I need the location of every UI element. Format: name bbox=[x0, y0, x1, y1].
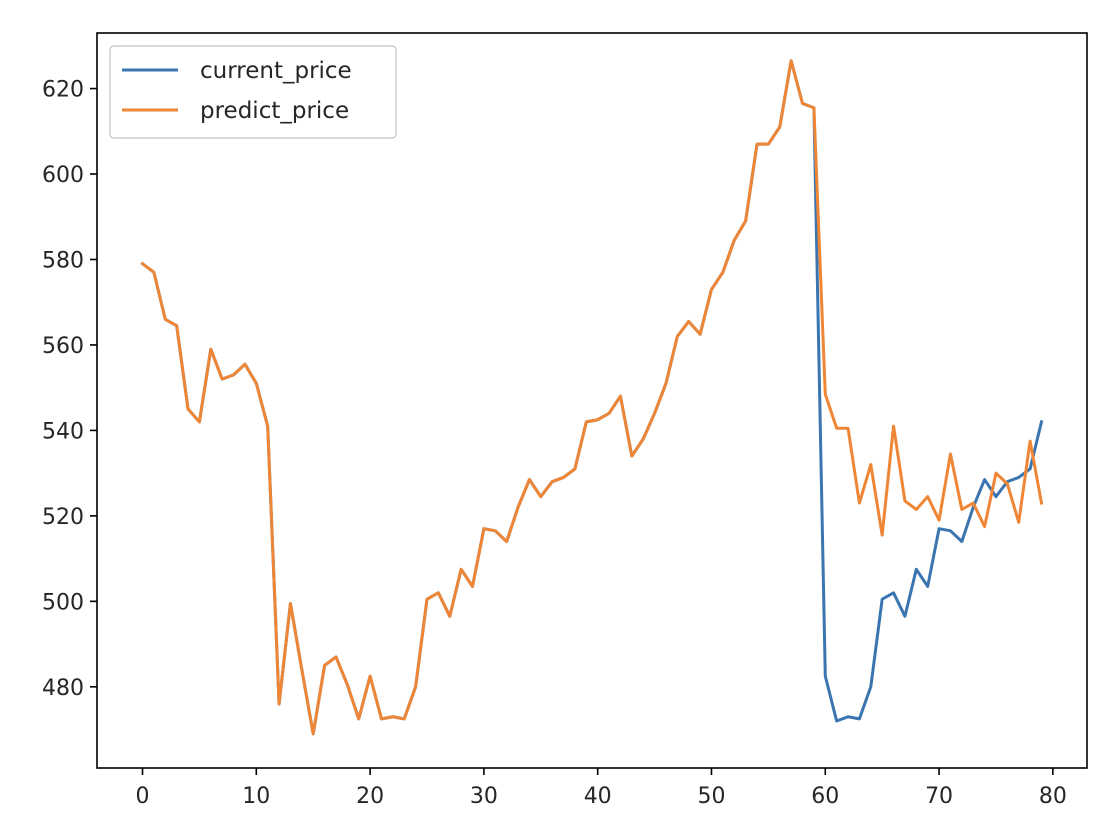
y-tick-label: 500 bbox=[42, 590, 84, 615]
x-tick-label: 70 bbox=[925, 784, 953, 809]
legend-label-predict-price: predict_price bbox=[200, 98, 349, 124]
x-axis: 0 10 20 30 40 50 60 70 80 bbox=[136, 768, 1067, 809]
x-tick-label: 0 bbox=[136, 784, 150, 809]
plot-frame bbox=[96, 32, 1088, 769]
y-tick-label: 580 bbox=[42, 248, 84, 273]
x-tick-label: 10 bbox=[242, 784, 270, 809]
x-tick-label: 60 bbox=[811, 784, 839, 809]
y-tick-label: 600 bbox=[42, 163, 84, 188]
legend: current_price predict_price bbox=[109, 45, 397, 139]
y-axis: 480 500 520 540 560 580 600 620 bbox=[42, 78, 97, 701]
x-tick-label: 50 bbox=[697, 784, 725, 809]
y-tick-label: 540 bbox=[42, 419, 84, 444]
x-tick-label: 40 bbox=[584, 784, 612, 809]
y-tick-label: 520 bbox=[42, 505, 84, 530]
x-tick-label: 80 bbox=[1039, 784, 1067, 809]
series-line-predict-price bbox=[140, 59, 1044, 736]
y-tick-label: 560 bbox=[42, 334, 84, 359]
x-tick-label: 30 bbox=[470, 784, 498, 809]
y-tick-label: 620 bbox=[42, 78, 84, 103]
legend-box bbox=[109, 45, 397, 139]
legend-label-current-price: current_price bbox=[200, 58, 352, 84]
x-tick-label: 20 bbox=[356, 784, 384, 809]
series-layer bbox=[140, 59, 1044, 736]
y-tick-label: 480 bbox=[42, 676, 84, 701]
